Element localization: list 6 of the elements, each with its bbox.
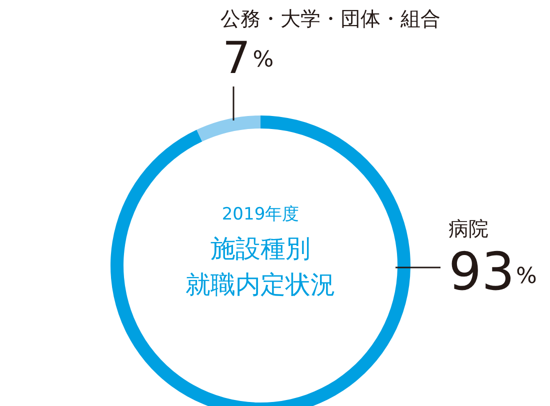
text: 施設種別就職内定状況 [186,234,336,299]
data-label: 93% [448,242,537,302]
slice-label: 公務・大学・団体・組合 [220,6,440,30]
slice-label: 病院 [448,216,488,240]
data-label: 7% [222,33,274,84]
text: 2019年度 [222,204,300,224]
